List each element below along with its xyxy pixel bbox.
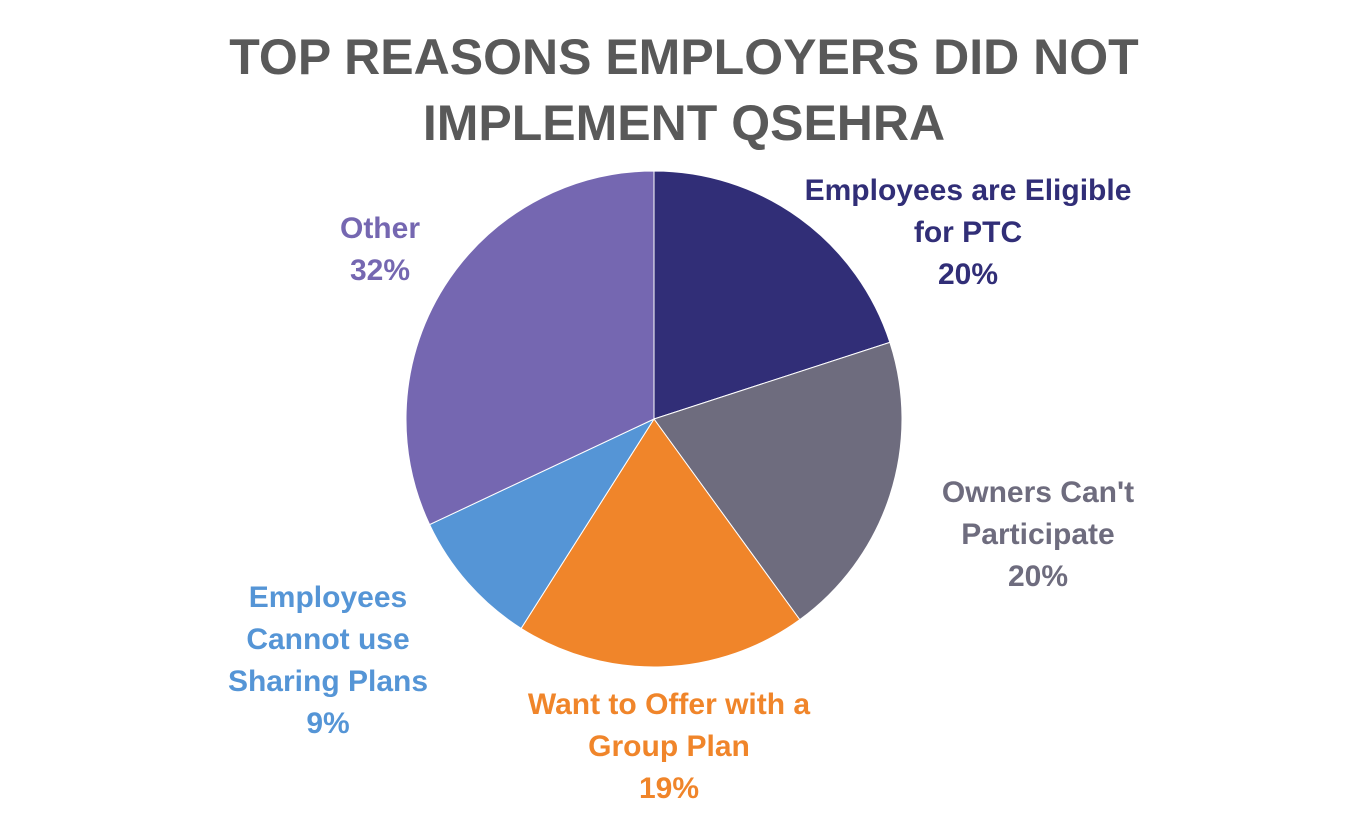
slice-name-line: for PTC [913,216,1023,249]
slice-name-line: Want to Offer with a [527,688,811,721]
pie-slice-group-plan [520,418,801,668]
slice-name-line: Sharing Plans [227,665,429,698]
slice-label-group-plan: Want to Offer with a Group Plan 19% [469,684,869,810]
slice-value-label: 20% [937,258,999,291]
slice-value-label: 32% [349,254,411,287]
slice-label-other: Other 32% [230,208,530,292]
slice-value-label: 19% [638,772,700,805]
slice-value-label: 9% [306,707,350,740]
slice-name-line: Employees are Eligible [804,174,1132,207]
pie-slice-owners-cant-participate [653,341,903,621]
slice-name-line: Owners Can't [941,476,1135,509]
slice-label-sharing-plans: Employees Cannot use Sharing Plans 9% [178,577,478,745]
pie-slice-employees-eligible-ptc [653,170,891,420]
slice-label-employees-eligible-ptc: Employees are Eligible for PTC 20% [768,170,1168,296]
chart-title: TOP REASONS EMPLOYERS DID NOT IMPLEMENT … [0,24,1368,156]
slice-name-line: Cannot use [246,623,410,656]
slice-label-owners-cant-participate: Owners Can't Participate 20% [888,472,1188,598]
slice-name-line: Employees [248,581,408,614]
slice-name-line: Participate [961,518,1115,551]
slice-value-label: 20% [1007,560,1069,593]
chart-title-line-2: IMPLEMENT QSEHRA [422,95,946,151]
pie-slice-other [405,170,655,526]
slice-name-line: Group Plan [588,730,750,763]
slice-name-line: Other [339,212,420,245]
pie-slice-sharing-plans [428,417,656,630]
chart-title-line-1: TOP REASONS EMPLOYERS DID NOT [229,29,1139,85]
